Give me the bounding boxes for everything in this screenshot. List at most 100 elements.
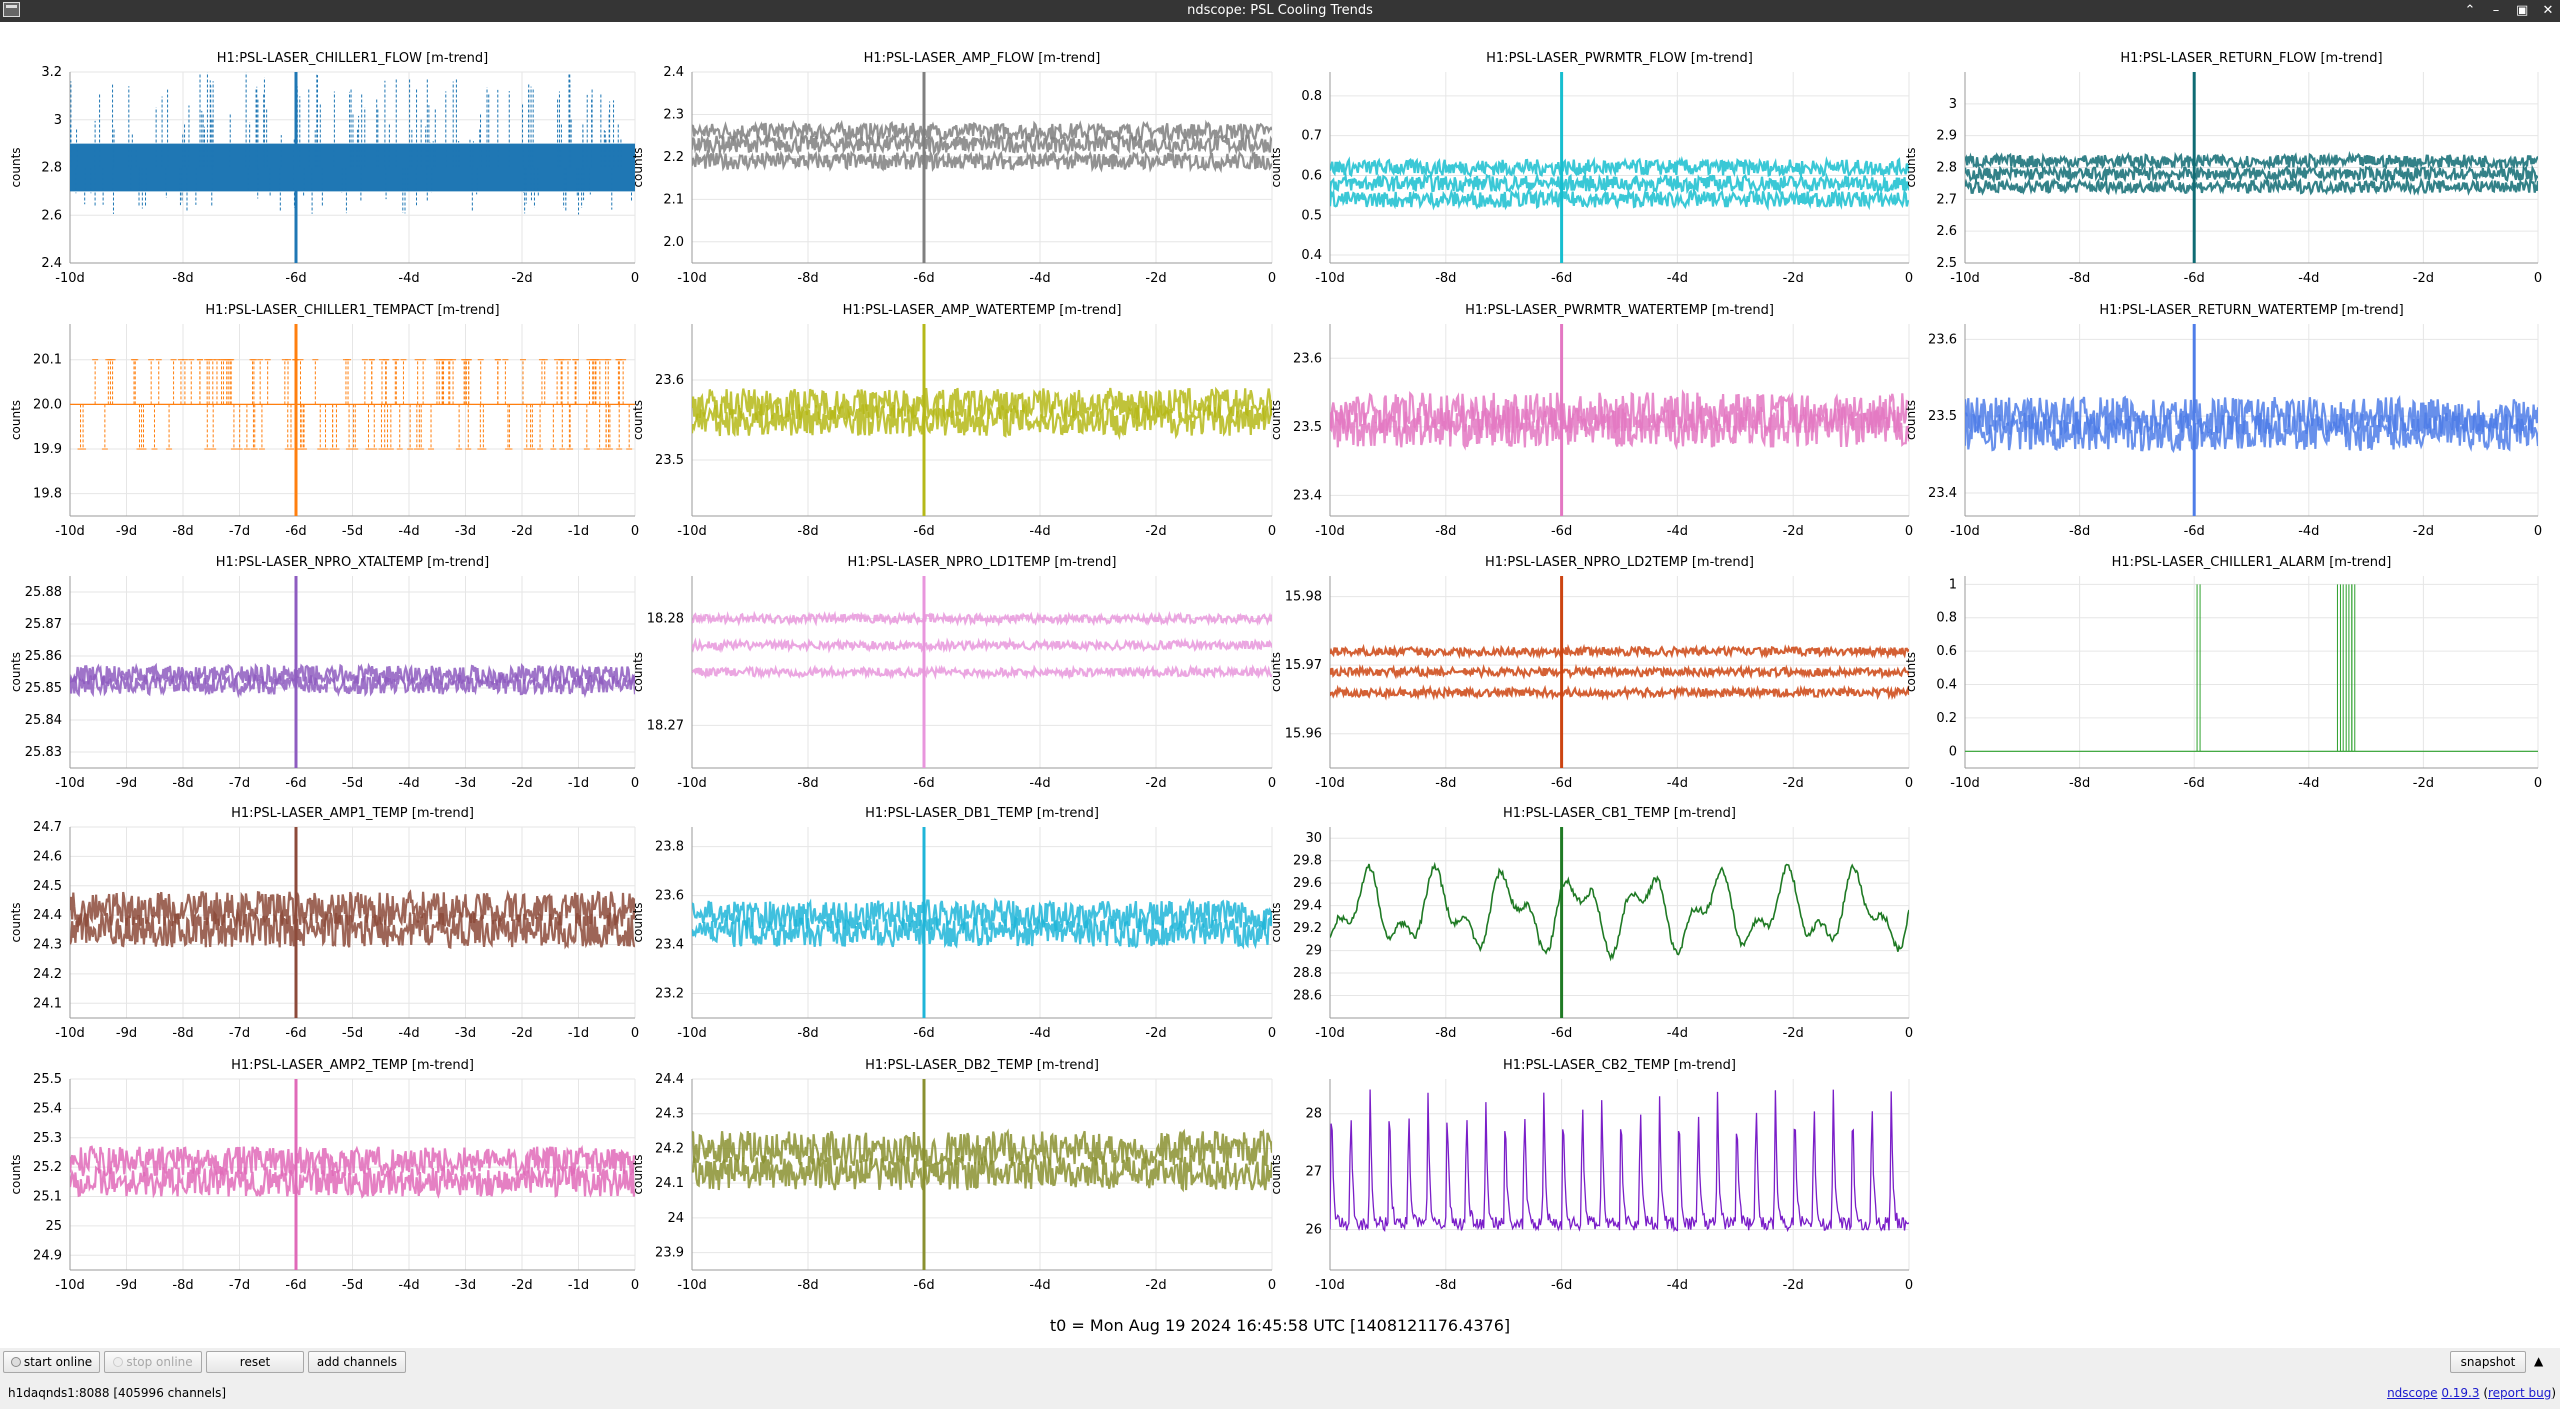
x-tick-label: -6d: [285, 271, 306, 286]
trace-npro-ld2temp: [1330, 576, 1909, 768]
x-tick-label: -10d: [55, 271, 85, 286]
close-button[interactable]: ✕: [2542, 3, 2554, 18]
x-tick-label: -6d: [913, 1278, 934, 1293]
x-tick-label: -4d: [1029, 1026, 1050, 1041]
y-axis-label: counts: [1269, 147, 1283, 187]
plot-pwrmtr-watertemp[interactable]: H1:PSL-LASER_PWRMTR_WATERTEMP [m-trend] c…: [1269, 303, 1913, 539]
y-tick-label: 25.1: [33, 1190, 62, 1205]
plot-cb1-temp[interactable]: H1:PSL-LASER_CB1_TEMP [m-trend] counts -10…: [1269, 806, 1913, 1041]
y-tick-label: 23.4: [1928, 486, 1957, 501]
x-tick-label: 0: [1268, 1026, 1276, 1041]
version-link[interactable]: 0.19.3: [2441, 1386, 2480, 1400]
x-tick-label: -10d: [677, 271, 707, 286]
y-tick-label: 29.6: [1293, 876, 1322, 891]
x-tick-label: -5d: [342, 524, 363, 539]
plot-db2-temp[interactable]: H1:PSL-LASER_DB2_TEMP [m-trend] counts -10…: [631, 1058, 1276, 1293]
x-tick-label: -3d: [455, 1026, 476, 1041]
plot-title: H1:PSL-LASER_NPRO_LD1TEMP [m-trend]: [848, 555, 1117, 570]
x-tick-label: -10d: [1950, 271, 1980, 286]
x-tick-label: -10d: [55, 776, 85, 791]
y-tick-label: 24.5: [33, 879, 62, 894]
minimize-button[interactable]: –: [2492, 3, 2500, 18]
trace-line-0: [692, 119, 1272, 144]
add-channels-button[interactable]: add channels: [308, 1351, 406, 1373]
x-tick-label: 0: [1905, 1278, 1913, 1293]
y-tick-label: 3: [1949, 97, 1957, 112]
plot-amp-watertemp[interactable]: H1:PSL-LASER_AMP_WATERTEMP [m-trend] coun…: [631, 303, 1276, 539]
trace-npro-xtaltemp: [70, 576, 635, 768]
collapse-controls-icon[interactable]: ▲: [2534, 1354, 2544, 1368]
toolbar: start online stop online reset add chann…: [0, 1348, 2560, 1378]
plot-return-flow[interactable]: H1:PSL-LASER_RETURN_FLOW [m-trend] counts…: [1904, 51, 2542, 286]
trace-line-0: [70, 1144, 635, 1180]
y-tick-label: 19.9: [33, 442, 62, 457]
x-tick-label: -8d: [1435, 524, 1456, 539]
snapshot-button[interactable]: snapshot: [2450, 1351, 2526, 1373]
start-online-icon: [10, 1357, 21, 1367]
x-tick-label: -7d: [229, 776, 250, 791]
plot-chiller1-tempact[interactable]: H1:PSL-LASER_CHILLER1_TEMPACT [m-trend] c…: [9, 303, 639, 539]
x-tick-label: -10d: [677, 776, 707, 791]
x-tick-label: 0: [631, 1278, 639, 1293]
plot-chiller1-flow[interactable]: H1:PSL-LASER_CHILLER1_FLOW [m-trend] coun…: [9, 51, 639, 286]
x-tick-label: -6d: [913, 271, 934, 286]
x-tick-label: -10d: [1315, 1026, 1345, 1041]
plot-npro-ld2temp[interactable]: H1:PSL-LASER_NPRO_LD2TEMP [m-trend] count…: [1269, 555, 1913, 791]
report-bug-link[interactable]: report bug: [2488, 1386, 2552, 1400]
plot-amp2-temp[interactable]: H1:PSL-LASER_AMP2_TEMP [m-trend] counts -1…: [9, 1058, 639, 1293]
y-tick-label: 23.6: [1928, 332, 1957, 347]
x-tick-label: 0: [1268, 524, 1276, 539]
plot-cb2-temp[interactable]: H1:PSL-LASER_CB2_TEMP [m-trend] counts -10…: [1269, 1058, 1913, 1293]
x-tick-label: -6d: [1551, 1278, 1572, 1293]
y-tick-label: 23.6: [1293, 351, 1322, 366]
y-tick-label: 0.4: [1301, 248, 1322, 263]
x-tick-label: -6d: [285, 776, 306, 791]
x-tick-label: -10d: [677, 1026, 707, 1041]
trace-line-1: [692, 636, 1272, 654]
trace-line-1: [70, 671, 635, 699]
plot-return-watertemp[interactable]: H1:PSL-LASER_RETURN_WATERTEMP [m-trend] c…: [1904, 303, 2542, 539]
maximize-button[interactable]: ▣: [2516, 3, 2529, 18]
x-tick-label: -2d: [511, 271, 532, 286]
x-tick-label: -4d: [1029, 271, 1050, 286]
start-online-button[interactable]: start online: [3, 1351, 100, 1373]
x-tick-label: -1d: [568, 776, 589, 791]
plot-chiller1-alarm[interactable]: H1:PSL-LASER_CHILLER1_ALARM [m-trend] cou…: [1904, 555, 2542, 791]
trace-cb1-temp: [1330, 827, 1909, 1018]
ndscope-link[interactable]: ndscope: [2387, 1386, 2438, 1400]
x-tick-label: 0: [1905, 776, 1913, 791]
x-tick-label: -4d: [2298, 524, 2319, 539]
shade-window-button[interactable]: ⌃: [2464, 3, 2476, 18]
x-tick-label: -4d: [1667, 1026, 1688, 1041]
y-axis-label: counts: [1904, 147, 1918, 187]
trace-line-1: [70, 908, 635, 950]
plot-npro-ld1temp[interactable]: H1:PSL-LASER_NPRO_LD1TEMP [m-trend] count…: [631, 555, 1276, 791]
y-tick-label: 0.8: [1301, 89, 1322, 104]
y-tick-label: 23.5: [655, 453, 684, 468]
plot-npro-xtaltemp[interactable]: H1:PSL-LASER_NPRO_XTALTEMP [m-trend] coun…: [9, 555, 639, 791]
stop-online-button[interactable]: stop online: [104, 1351, 202, 1373]
plot-amp-flow[interactable]: H1:PSL-LASER_AMP_FLOW [m-trend] counts -10…: [631, 51, 1276, 286]
plot-grid[interactable]: H1:PSL-LASER_CHILLER1_FLOW [m-trend] coun…: [0, 22, 2560, 1322]
server-status: h1daqnds1:8088 [405996 channels]: [8, 1386, 227, 1400]
window-menu-icon[interactable]: [3, 2, 20, 17]
y-tick-label: 25.87: [25, 617, 62, 632]
plot-amp1-temp[interactable]: H1:PSL-LASER_AMP1_TEMP [m-trend] counts -1…: [9, 806, 639, 1041]
plot-title: H1:PSL-LASER_PWRMTR_WATERTEMP [m-trend]: [1465, 303, 1774, 318]
reset-button[interactable]: reset: [206, 1351, 304, 1373]
x-tick-label: -2d: [1145, 271, 1166, 286]
plot-db1-temp[interactable]: H1:PSL-LASER_DB1_TEMP [m-trend] counts -10…: [631, 806, 1276, 1041]
y-tick-label: 24.7: [33, 820, 62, 835]
plot-pwrmtr-flow[interactable]: H1:PSL-LASER_PWRMTR_FLOW [m-trend] counts…: [1269, 51, 1913, 286]
plot-area[interactable]: H1:PSL-LASER_CHILLER1_FLOW [m-trend] coun…: [0, 22, 2560, 1348]
x-tick-label: -8d: [1435, 776, 1456, 791]
y-tick-label: 23.2: [655, 987, 684, 1002]
plot-title: H1:PSL-LASER_DB1_TEMP [m-trend]: [865, 806, 1099, 821]
plot-title: H1:PSL-LASER_AMP1_TEMP [m-trend]: [231, 806, 474, 821]
x-tick-label: -10d: [1315, 271, 1345, 286]
x-tick-label: -8d: [172, 1026, 193, 1041]
trace-line-0: [692, 610, 1272, 628]
trace-amp2-temp: [70, 1079, 635, 1270]
x-tick-label: -5d: [342, 1026, 363, 1041]
y-tick-label: 24.3: [655, 1107, 684, 1122]
